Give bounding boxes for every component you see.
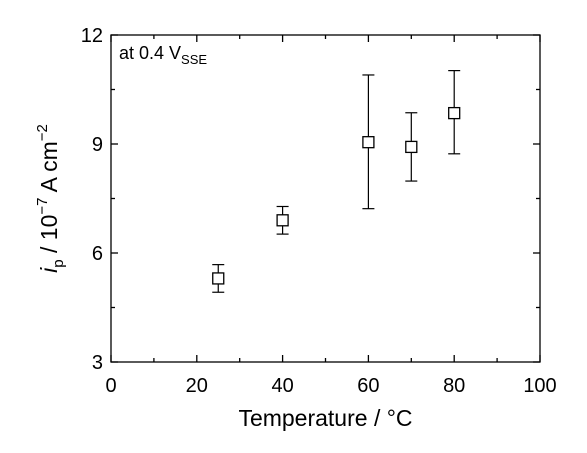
x-axis-title: Temperature / °C (238, 405, 412, 431)
error-bars (212, 70, 461, 293)
x-tick-label: 0 (105, 375, 116, 397)
data-point (448, 106, 461, 120)
plot-frame (110, 34, 541, 363)
data-point (212, 272, 225, 285)
x-tick-label: 100 (523, 375, 556, 397)
data-markers (212, 106, 461, 285)
y-tick-label: 12 (81, 25, 103, 47)
x-tick-label: 60 (357, 375, 379, 397)
data-point (405, 140, 418, 154)
annotation: at 0.4 VSSE (119, 43, 207, 67)
y-tick-label: 6 (92, 243, 103, 265)
axis-ticks: 0 20 40 60 80 100 3 6 9 12 (81, 25, 557, 397)
y-tick-label: 3 (92, 352, 103, 374)
y-tick-label: 9 (92, 134, 103, 156)
y-axis-title: ip / 10−7 A cm−2 (34, 124, 67, 273)
data-point (362, 136, 375, 149)
x-tick-label: 80 (443, 375, 465, 397)
x-tick-label: 40 (271, 375, 293, 397)
x-tick-label: 20 (186, 375, 208, 397)
data-point (276, 214, 289, 227)
